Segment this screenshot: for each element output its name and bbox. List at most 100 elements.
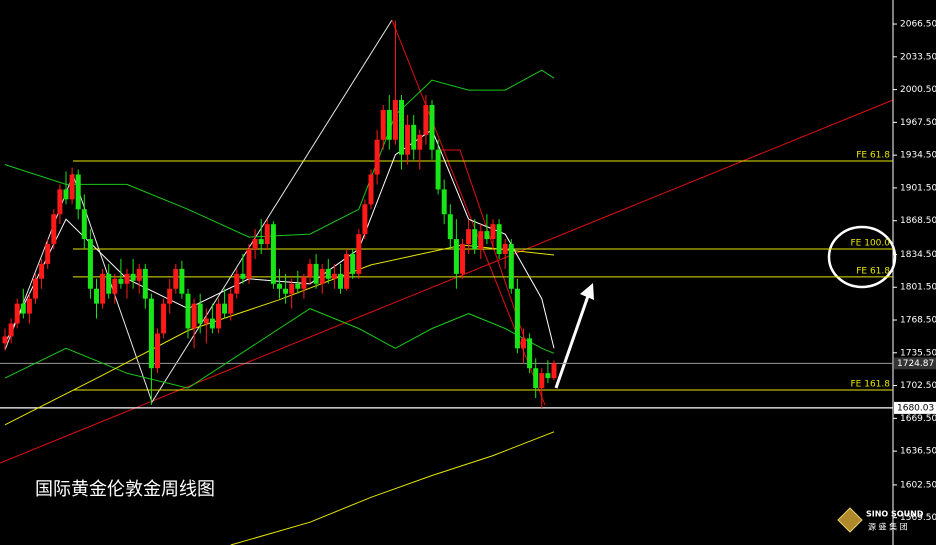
candle-body (331, 273, 337, 279)
candle-body (173, 268, 179, 289)
candle-body (472, 229, 478, 250)
candle-body (490, 224, 496, 240)
candle-body (460, 244, 465, 274)
candle-body (75, 174, 81, 210)
candle-body (417, 134, 423, 150)
candle-body (514, 288, 520, 349)
y-tick-label: 1834.50 (900, 250, 936, 260)
candle-body (521, 338, 526, 349)
candle-body (8, 323, 14, 337)
candle-body (167, 288, 173, 304)
candle-body (313, 263, 319, 284)
candle-body (466, 229, 472, 245)
logo: SINO SOUND 源 盛 集 团 (837, 507, 924, 533)
y-tick-label: 1569.50 (900, 513, 936, 523)
logo-subtitle: 源 盛 集 团 (868, 522, 908, 532)
candle-body (350, 253, 356, 274)
y-tick-label: 1868.50 (900, 216, 936, 226)
candle-body (209, 318, 215, 329)
candle-body (386, 109, 392, 140)
candle-body (228, 293, 234, 314)
candle-body (484, 231, 490, 240)
candle-body (57, 189, 63, 215)
candle-body (246, 249, 252, 279)
y-tick-label: 1901.50 (900, 183, 936, 193)
y-tick-label: 1669.50 (900, 414, 936, 424)
candle-body (252, 239, 258, 250)
candle-body (118, 278, 124, 284)
arrow (554, 295, 590, 389)
price-tag-box (894, 401, 936, 414)
candle-body (20, 303, 26, 314)
candle-body (14, 303, 20, 324)
candle-body (545, 373, 551, 379)
candle-body (307, 263, 313, 277)
candle-body (399, 100, 404, 155)
candle-body (508, 244, 514, 289)
candle-body (411, 124, 417, 150)
candle-body (283, 288, 289, 294)
candle-body (502, 244, 508, 254)
logo-mark (837, 507, 863, 533)
y-tick-label: 1967.50 (900, 118, 936, 128)
highlight-circle (827, 225, 897, 289)
candle-body (69, 174, 75, 200)
candle-body (295, 283, 301, 289)
price-tag: 1680.03 (897, 403, 934, 413)
candle-body (325, 268, 331, 279)
candle-body (124, 273, 130, 284)
indicator-line (4, 69, 555, 238)
candle-body (289, 283, 295, 294)
level-label: FE 61.8 (856, 151, 890, 161)
candle-body (81, 209, 87, 240)
y-tick-label: 2066.50 (900, 20, 936, 30)
candle-body (2, 336, 8, 344)
candle-body (130, 273, 136, 281)
y-tick-label: 1768.50 (900, 316, 936, 326)
candle-body (478, 231, 484, 250)
candle-body (429, 104, 435, 150)
candle-body (344, 253, 350, 289)
candle-body (380, 109, 386, 140)
candle-body (264, 224, 270, 245)
candle-body (155, 333, 160, 369)
candle-body (368, 174, 374, 205)
candle-body (39, 263, 45, 279)
candle-body (197, 303, 203, 324)
candle-body (222, 303, 228, 314)
candle-body (106, 273, 112, 294)
level-label: FE 100.0 (851, 239, 891, 249)
trend-line (0, 99, 894, 464)
candle-body (301, 276, 307, 289)
candle-body (136, 268, 142, 281)
candle-body (319, 268, 325, 284)
candle-body (392, 100, 398, 140)
candle-body (270, 224, 276, 284)
y-tick-label: 2000.50 (900, 85, 936, 95)
candle-body (258, 239, 264, 245)
candle-body (87, 239, 93, 289)
candle-body (148, 298, 154, 369)
candle-body (356, 234, 362, 274)
candle-body (234, 273, 240, 294)
candle-body (533, 368, 539, 389)
y-tick-label: 1702.50 (900, 381, 936, 391)
candle-body (185, 293, 191, 329)
price-tag: 1724.87 (897, 359, 934, 369)
candle-body (63, 189, 69, 200)
price-tag-box (894, 357, 936, 370)
y-tick-label: 1636.50 (900, 447, 936, 457)
candle-body (423, 104, 429, 135)
candle-body (435, 149, 441, 190)
y-tick-label: 1801.50 (900, 283, 936, 293)
candle-body (26, 298, 32, 314)
candle-body (496, 224, 502, 254)
y-tick-label: 1735.50 (900, 348, 936, 358)
candle-body (447, 214, 453, 240)
candle-body (277, 283, 282, 289)
candle-body (161, 303, 167, 334)
candle-body (240, 273, 246, 279)
candle-body (539, 373, 545, 389)
chart-title: 国际黄金伦敦金周线图 (35, 479, 215, 500)
candle-body (405, 124, 411, 155)
